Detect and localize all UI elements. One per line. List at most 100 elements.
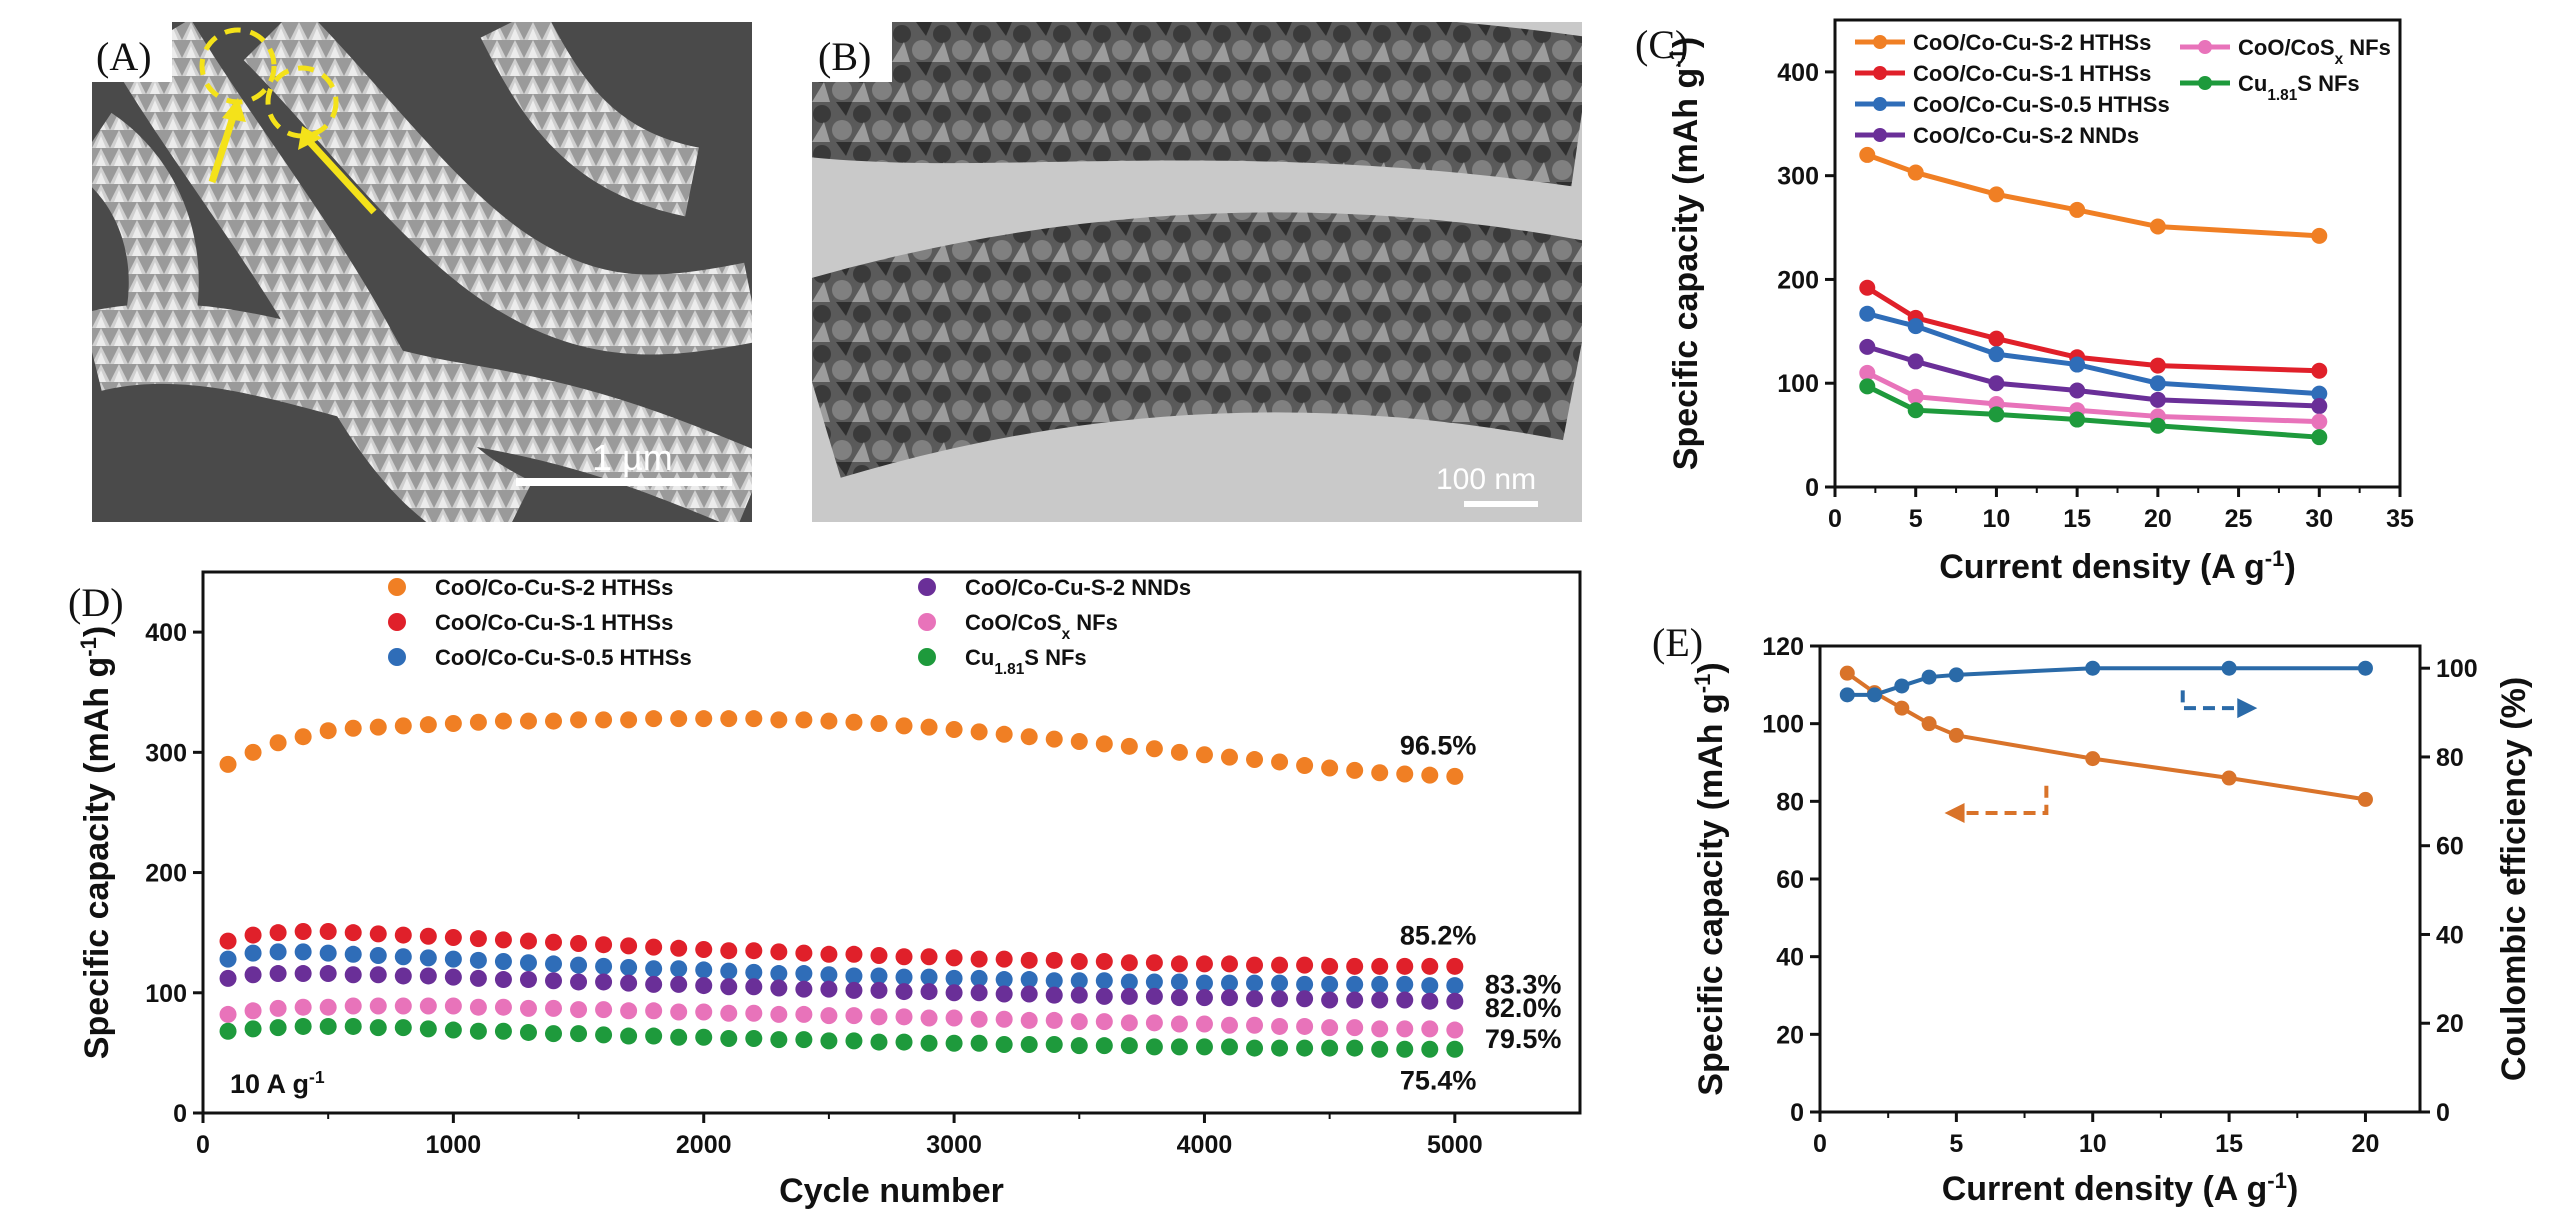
data-point (494, 1022, 512, 1040)
data-point (1396, 1040, 1414, 1058)
data-point (1859, 279, 1876, 296)
x-axis-title: Cycle number (779, 1172, 1004, 1210)
data-point (1446, 1021, 1464, 1039)
data-point (1948, 727, 1964, 743)
legend-label: CoO/Co-Cu-S-2 NNDs (1913, 123, 2139, 148)
data-point (1921, 669, 1937, 685)
data-point (269, 999, 287, 1017)
panel-a: (A) 1 µm (92, 22, 752, 522)
data-point (670, 960, 688, 978)
data-point (2149, 218, 2166, 235)
data-point (369, 925, 387, 943)
data-point (319, 722, 337, 740)
data-point (1070, 1013, 1088, 1031)
data-point (1271, 990, 1289, 1008)
x-tick-label: 3000 (926, 1131, 982, 1159)
data-point (1396, 975, 1414, 993)
data-point (745, 942, 763, 960)
sem-fiber (92, 112, 199, 364)
data-point (845, 1007, 863, 1025)
data-point (645, 960, 663, 978)
data-point (545, 712, 563, 730)
data-point (920, 718, 938, 736)
data-point (244, 1020, 262, 1038)
data-point (1859, 338, 1876, 355)
tem-fiber (812, 212, 1582, 478)
retention-label: 96.5% (1400, 730, 1477, 760)
data-point (820, 712, 838, 730)
data-point (444, 968, 462, 986)
data-point (394, 967, 412, 985)
data-point (670, 710, 688, 728)
y-tick-label: 200 (1777, 266, 1819, 294)
data-point (545, 1025, 563, 1043)
data-point (795, 944, 813, 962)
data-point (1070, 986, 1088, 1004)
legend-label: CoO/Co-Cu-S-2 NNDs (965, 575, 1191, 600)
data-point (1321, 759, 1339, 777)
data-point (545, 972, 563, 990)
data-point (1421, 766, 1439, 784)
y-tick-label: 400 (1777, 59, 1819, 87)
data-point (895, 983, 913, 1001)
data-point (1220, 748, 1238, 766)
data-point (1220, 974, 1238, 992)
data-point (2311, 227, 2328, 244)
y-tick-label: 0 (1790, 1099, 1804, 1127)
data-point (945, 1034, 963, 1052)
chart-e: (E) 0 5 10 15 20 0 20 40 60 80 100 120 0 20 40 60 80 100 C… (1652, 620, 2533, 1208)
data-point (2069, 411, 2086, 428)
data-point (570, 1025, 588, 1043)
data-point (1271, 974, 1289, 992)
retention-label: 83.3% (1485, 970, 1562, 1000)
legend-label: CoO/CoSx NFs (2238, 35, 2391, 68)
data-point (670, 1003, 688, 1021)
data-point (1421, 977, 1439, 995)
x-tick-label: 5 (1949, 1130, 1963, 1158)
data-point (545, 955, 563, 973)
data-point (294, 922, 312, 940)
data-point (1907, 164, 1924, 181)
y-axis-title: Specific capacity (mAh g-1) (1665, 37, 1706, 470)
data-point (1867, 687, 1883, 703)
data-point (1020, 728, 1038, 746)
data-point (1246, 990, 1264, 1008)
y-axis-title: Specific capacity (mAh g-1) (76, 626, 117, 1059)
data-point (394, 948, 412, 966)
data-point (219, 950, 237, 968)
data-point (2311, 398, 2328, 415)
data-point (845, 981, 863, 999)
data-point (745, 1029, 763, 1047)
data-point (219, 1022, 237, 1040)
legend-marker (1873, 66, 1887, 80)
data-point (620, 937, 638, 955)
series-line (1865, 285, 2320, 374)
y-tick-label: 120 (1762, 633, 1804, 661)
data-point (1170, 989, 1188, 1007)
data-point (1346, 957, 1364, 975)
data-point (444, 1021, 462, 1039)
data-point (1421, 957, 1439, 975)
y-tick-label: 40 (1776, 944, 1804, 972)
y-tick-label: 0 (1805, 474, 1819, 502)
data-point (1020, 985, 1038, 1003)
data-point (995, 950, 1013, 968)
panel-letter-bg (92, 22, 172, 82)
data-point (344, 945, 362, 963)
data-point (770, 1005, 788, 1023)
data-point (1446, 977, 1464, 995)
y-tick-label: 80 (2436, 744, 2464, 772)
data-point (1145, 973, 1163, 991)
data-point (845, 967, 863, 985)
data-point (795, 965, 813, 983)
data-point (870, 1033, 888, 1051)
data-point (870, 967, 888, 985)
data-point (1321, 1019, 1339, 1037)
data-point (1120, 954, 1138, 972)
panel-letter-a: (A) (96, 34, 152, 79)
data-point (720, 978, 738, 996)
data-point (319, 944, 337, 962)
data-point (970, 1034, 988, 1052)
data-point (970, 984, 988, 1002)
data-point (845, 713, 863, 731)
